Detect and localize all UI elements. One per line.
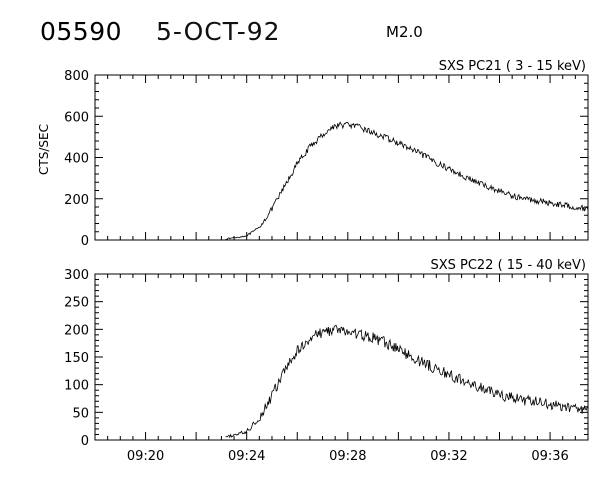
- x-tick-label: 09:32: [430, 449, 467, 464]
- y-tick-label: 0: [81, 234, 89, 249]
- y-tick-label: 400: [64, 152, 89, 167]
- event-date: 5-OCT-92: [156, 17, 281, 46]
- y-tick-label: 800: [64, 69, 89, 84]
- y-tick-label: 300: [64, 268, 89, 283]
- x-tick-label: 09:36: [531, 449, 568, 464]
- series-line-pc21: [225, 121, 589, 240]
- y-tick-label: 100: [64, 379, 89, 394]
- y-tick-label: 50: [72, 406, 89, 421]
- x-tick-label: 09:24: [228, 449, 265, 464]
- y-tick-label: 0: [81, 434, 89, 449]
- y-tick-label: 150: [64, 351, 89, 366]
- y-tick-label: 200: [64, 193, 89, 208]
- x-tick-label: 09:20: [127, 449, 164, 464]
- panel-title: SXS PC22 ( 15 - 40 keV): [430, 258, 586, 273]
- y-tick-label: 600: [64, 110, 89, 125]
- panel-title: SXS PC21 ( 3 - 15 keV): [439, 59, 586, 74]
- y-axis-label: CTS/SEC: [37, 124, 51, 175]
- event-id: 05590: [40, 17, 123, 46]
- flare-class: M2.0: [386, 23, 423, 41]
- plot-frame: [94, 273, 589, 441]
- y-tick-label: 200: [64, 323, 89, 338]
- y-tick-label: 250: [64, 296, 89, 311]
- series-line-pc22: [225, 324, 589, 439]
- x-tick-label: 09:28: [329, 449, 366, 464]
